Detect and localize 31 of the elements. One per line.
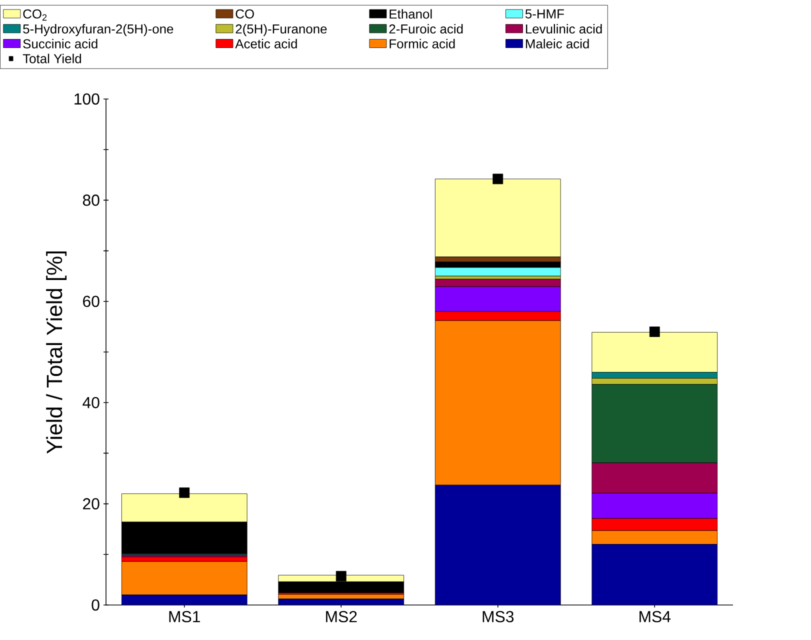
legend-label: Acetic acid [235, 38, 297, 48]
y-tick-label: 80 [82, 194, 100, 206]
y-axis-title: Yield / Total Yield [%] [46, 251, 67, 454]
legend-label: Total Yield [22, 54, 82, 64]
y-tick-label: 40 [82, 396, 100, 408]
legend-label: CO [236, 9, 254, 19]
legend-label: Maleic acid [526, 38, 589, 48]
point [179, 487, 190, 498]
x-tick-label: MS2 [326, 611, 357, 622]
x-tick-label: MS1 [169, 611, 200, 622]
legend-label: 2(5H)-Furanone [236, 24, 327, 36]
bar [434, 484, 561, 605]
legend-label: CO$_{2}$ [23, 9, 47, 21]
point [336, 570, 346, 582]
legend-label: Formic acid [390, 38, 455, 48]
legend-label: 5-HMF [525, 9, 564, 18]
y-tick-label: 100 [74, 93, 100, 105]
y-tick-label: 20 [83, 498, 100, 510]
x-tick-label: MS3 [482, 611, 514, 622]
legend-label: Succinic acid [23, 38, 98, 48]
legend-label: 2-Furoic acid [389, 24, 463, 34]
point [649, 326, 660, 337]
legend-label: Ethanol [390, 9, 432, 19]
legend-label: 5-Hydroxyfuran-2(5H)-one [23, 24, 174, 36]
point [492, 174, 504, 184]
y-tick-label: 60 [83, 296, 100, 308]
bar [592, 544, 718, 605]
x-tick-label: MS4 [640, 611, 671, 622]
bar [122, 594, 248, 605]
y-tick-label: 0 [92, 599, 100, 611]
legend-label: Levulinic acid [526, 24, 602, 34]
